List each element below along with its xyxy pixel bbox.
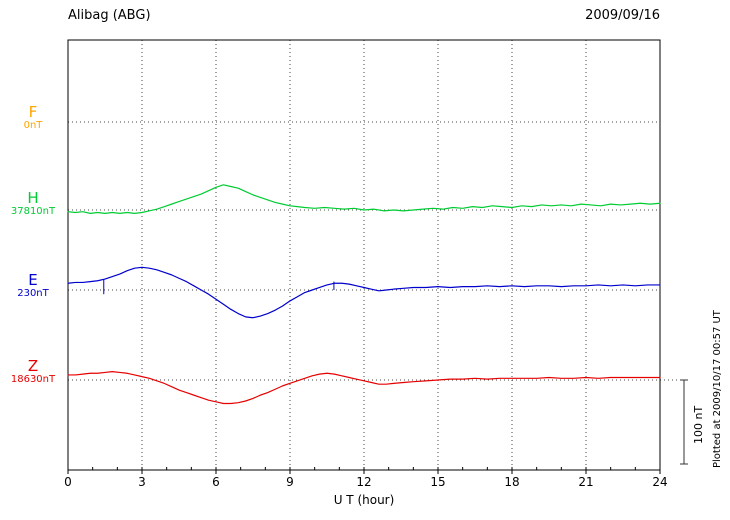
channel-label-H: H 37810nT bbox=[2, 190, 64, 218]
channel-base-E: 230nT bbox=[17, 288, 49, 299]
channel-letter-H: H bbox=[27, 189, 39, 207]
x-tick-label-12: 12 bbox=[356, 475, 372, 489]
x-tick-label-15: 15 bbox=[430, 475, 446, 489]
channel-base-H: 37810nT bbox=[10, 206, 56, 217]
x-axis-label: U T (hour) bbox=[333, 493, 395, 507]
channel-letter-Z: Z bbox=[27, 357, 39, 375]
x-tick-label-0: 0 bbox=[64, 475, 72, 489]
plotted-timestamp-note: Plotted at 2009/10/17 00:57 UT bbox=[712, 310, 723, 468]
x-tick-label-3: 3 bbox=[138, 475, 146, 489]
channel-base-F: 0nT bbox=[23, 120, 43, 131]
station-title: Alibag (ABG) bbox=[68, 8, 151, 23]
plot-date: 2009/09/16 bbox=[585, 8, 660, 23]
scale-bar-label: 100 nT bbox=[692, 405, 705, 444]
x-tick-label-24: 24 bbox=[652, 475, 668, 489]
channel-label-Z: Z 18630nT bbox=[2, 358, 64, 386]
x-tick-label-18: 18 bbox=[504, 475, 520, 489]
channel-letter-F: F bbox=[28, 103, 38, 121]
channel-label-E: E 230nT bbox=[2, 272, 64, 300]
channel-label-F: F 0nT bbox=[2, 104, 64, 132]
x-tick-label-6: 6 bbox=[212, 475, 220, 489]
x-tick-label-21: 21 bbox=[578, 475, 594, 489]
x-tick-label-9: 9 bbox=[286, 475, 294, 489]
channel-letter-E: E bbox=[28, 271, 38, 289]
channel-base-Z: 18630nT bbox=[10, 374, 56, 385]
